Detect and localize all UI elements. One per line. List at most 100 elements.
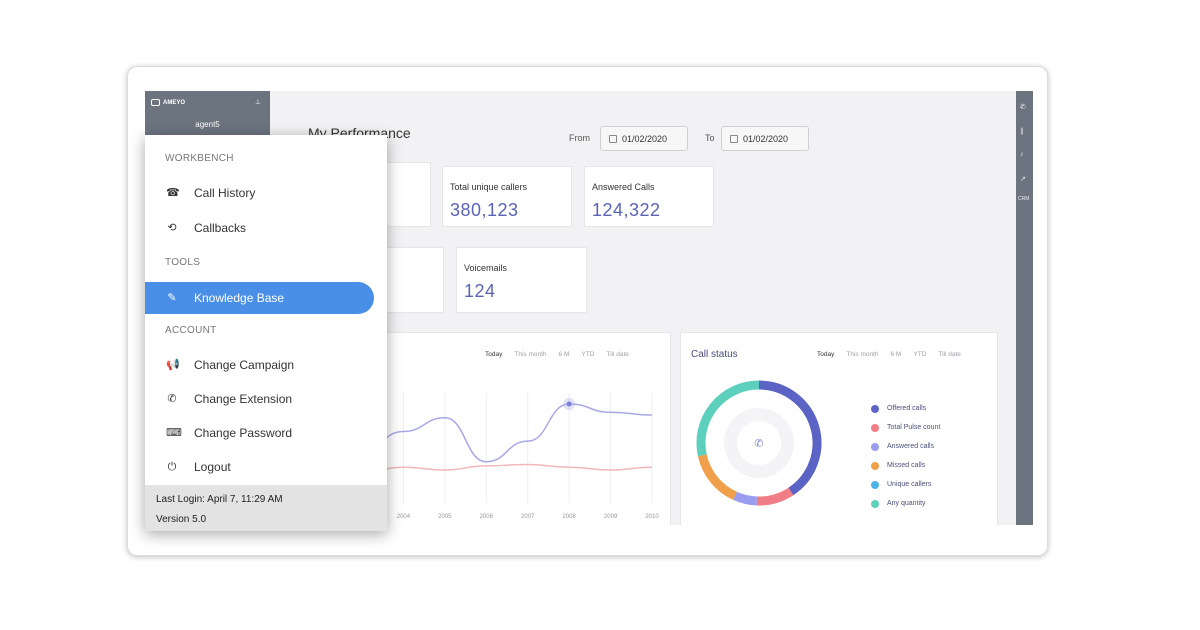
filter-today[interactable]: Today (485, 351, 503, 358)
line-chart: 20032004200520062007200820092010 (367, 393, 659, 520)
legend-item: Missed calls (871, 456, 940, 475)
calendar-icon (609, 134, 617, 143)
mic-icon[interactable]: ♪ (1020, 151, 1024, 158)
menu-item-change-campaign[interactable]: 📢 Change Campaign (145, 349, 387, 381)
logo-text: AMEYO (163, 99, 186, 106)
menu-item-callbacks[interactable]: ⟲ Callbacks (145, 212, 387, 244)
card-value: 124,322 (592, 200, 661, 220)
filter-ytd[interactable]: YTD (581, 351, 595, 358)
trend-chart-panel: e issed Today This month 6 M YTD Till da… (366, 332, 671, 525)
x-tick-label: 2004 (397, 514, 411, 520)
call-status-panel: Call status Today This month 6 M YTD Til… (680, 332, 998, 525)
legend-dot-icon (871, 423, 879, 432)
section-tools: TOOLS (165, 257, 201, 268)
legend-item: Total Pulse count (871, 418, 940, 437)
stat-card-answered-calls: Answered Calls 124,322 (584, 166, 714, 227)
legend-label: Offered calls (887, 405, 927, 412)
to-label: To (705, 133, 715, 143)
menu-item-label: Logout (194, 460, 231, 474)
legend-label: Answered calls (887, 443, 935, 450)
logo-mark-icon (151, 99, 160, 106)
menu-item-label: Change Password (194, 426, 293, 440)
menu-item-label: Call History (194, 186, 256, 200)
menu-item-change-password[interactable]: ⌨ Change Password (145, 417, 387, 449)
from-date-field[interactable]: 01/02/2020 (600, 126, 688, 151)
highlight-point[interactable] (566, 401, 572, 407)
from-label: From (569, 133, 590, 143)
donut-slice[interactable] (697, 454, 738, 500)
donut-slice[interactable] (756, 487, 794, 506)
menu-item-label: Callbacks (194, 221, 247, 235)
section-workbench: WORKBENCH (165, 153, 234, 164)
x-tick-label: 2006 (480, 514, 494, 520)
donut-slice[interactable] (758, 380, 822, 496)
donut-center (737, 421, 781, 465)
right-toolbar: ✆ ∥ ♪ ↗ CRM (1016, 91, 1033, 525)
pause-icon[interactable]: ∥ (1020, 128, 1024, 135)
legend-dot-icon (871, 499, 879, 508)
legend-item: Unique callers (871, 475, 940, 494)
menu-item-knowledge-base[interactable]: ✎ Knowledge Base (145, 282, 374, 314)
card-label: Total unique callers (450, 182, 528, 192)
filter-till-date[interactable]: Till date (606, 351, 629, 358)
call-history-icon: ☎ (166, 187, 180, 199)
main-content: My Performance From 01/02/2020 To 01/02/… (270, 91, 1016, 525)
card-label: Answered Calls (592, 182, 655, 192)
filter-this-month[interactable]: This month (846, 351, 879, 358)
donut-slice[interactable] (696, 380, 760, 457)
legend-label: Any quantity (887, 500, 926, 507)
donut-chart: ✆ (696, 380, 822, 506)
filter-today[interactable]: Today (817, 351, 835, 358)
card-value: 380,123 (450, 200, 519, 220)
filter-6m[interactable]: 6 M (558, 351, 570, 358)
stat-card-voicemails: Voicemails 124 (456, 247, 587, 313)
callbacks-icon: ⟲ (167, 222, 177, 234)
menu-footer: Last Login: April 7, 11:29 AM Version 5.… (145, 485, 387, 531)
filter-this-month[interactable]: This month (514, 351, 547, 358)
x-tick-label: 2008 (562, 514, 576, 520)
x-tick-label: 2009 (604, 514, 618, 520)
section-account: ACCOUNT (165, 325, 217, 336)
card-value: 124 (464, 281, 496, 301)
filter-6m[interactable]: 6 M (890, 351, 902, 358)
megaphone-icon: 📢 (166, 359, 180, 371)
agent-name: agent5 (195, 120, 220, 129)
menu-item-label: Knowledge Base (194, 291, 285, 305)
to-date-value: 01/02/2020 (743, 133, 789, 144)
legend-dot-icon (871, 480, 879, 489)
ameyo-logo: AMEYO (151, 99, 185, 106)
legend-item: Answered calls (871, 437, 940, 456)
legend-dot-icon (871, 461, 879, 470)
menu-item-label: Change Extension (194, 392, 293, 406)
to-date-field[interactable]: 01/02/2020 (721, 126, 809, 151)
user-menu-dropdown: WORKBENCH ☎ Call History ⟲ Callbacks TOOLS… (145, 135, 387, 531)
menu-item-logout[interactable]: ⏻ Logout (145, 451, 387, 483)
phone-icon: ✆ (167, 393, 177, 405)
call-status-filters: Today This month 6 M YTD Till date (817, 351, 961, 358)
legend-item: Offered calls (871, 399, 940, 418)
menu-item-label: Change Campaign (194, 358, 295, 372)
version-text: Version 5.0 (156, 514, 207, 525)
filter-till-date[interactable]: Till date (938, 351, 961, 358)
x-tick-label: 2007 (521, 514, 535, 520)
menu-item-change-extension[interactable]: ✆ Change Extension (145, 383, 387, 415)
x-tick-label: 2010 (645, 514, 659, 520)
knowledge-base-icon: ✎ (167, 292, 177, 304)
filter-ytd[interactable]: YTD (913, 351, 927, 358)
series-line-1 (367, 463, 653, 474)
call-status-legend: Offered calls Total Pulse count Answered c… (871, 399, 940, 513)
menu-item-call-history[interactable]: ☎ Call History (145, 177, 387, 209)
transfer-icon[interactable]: ↗ (1020, 176, 1026, 183)
legend-item: Any quantity (871, 494, 940, 513)
last-login-text: Last Login: April 7, 11:29 AM (156, 494, 283, 505)
x-tick-label: 2005 (438, 514, 452, 520)
crm-label[interactable]: CRM (1018, 196, 1030, 202)
from-date-value: 01/02/2020 (622, 133, 668, 144)
center-phone-icon: ✆ (754, 438, 763, 450)
power-icon: ⏻ (167, 461, 177, 473)
pin-icon[interactable]: ⊥ (254, 99, 261, 106)
monitor-key-icon: ⌨ (166, 427, 182, 439)
legend-label: Total Pulse count (887, 424, 941, 431)
phone-icon[interactable]: ✆ (1020, 104, 1026, 111)
donut-slice[interactable] (733, 491, 758, 506)
